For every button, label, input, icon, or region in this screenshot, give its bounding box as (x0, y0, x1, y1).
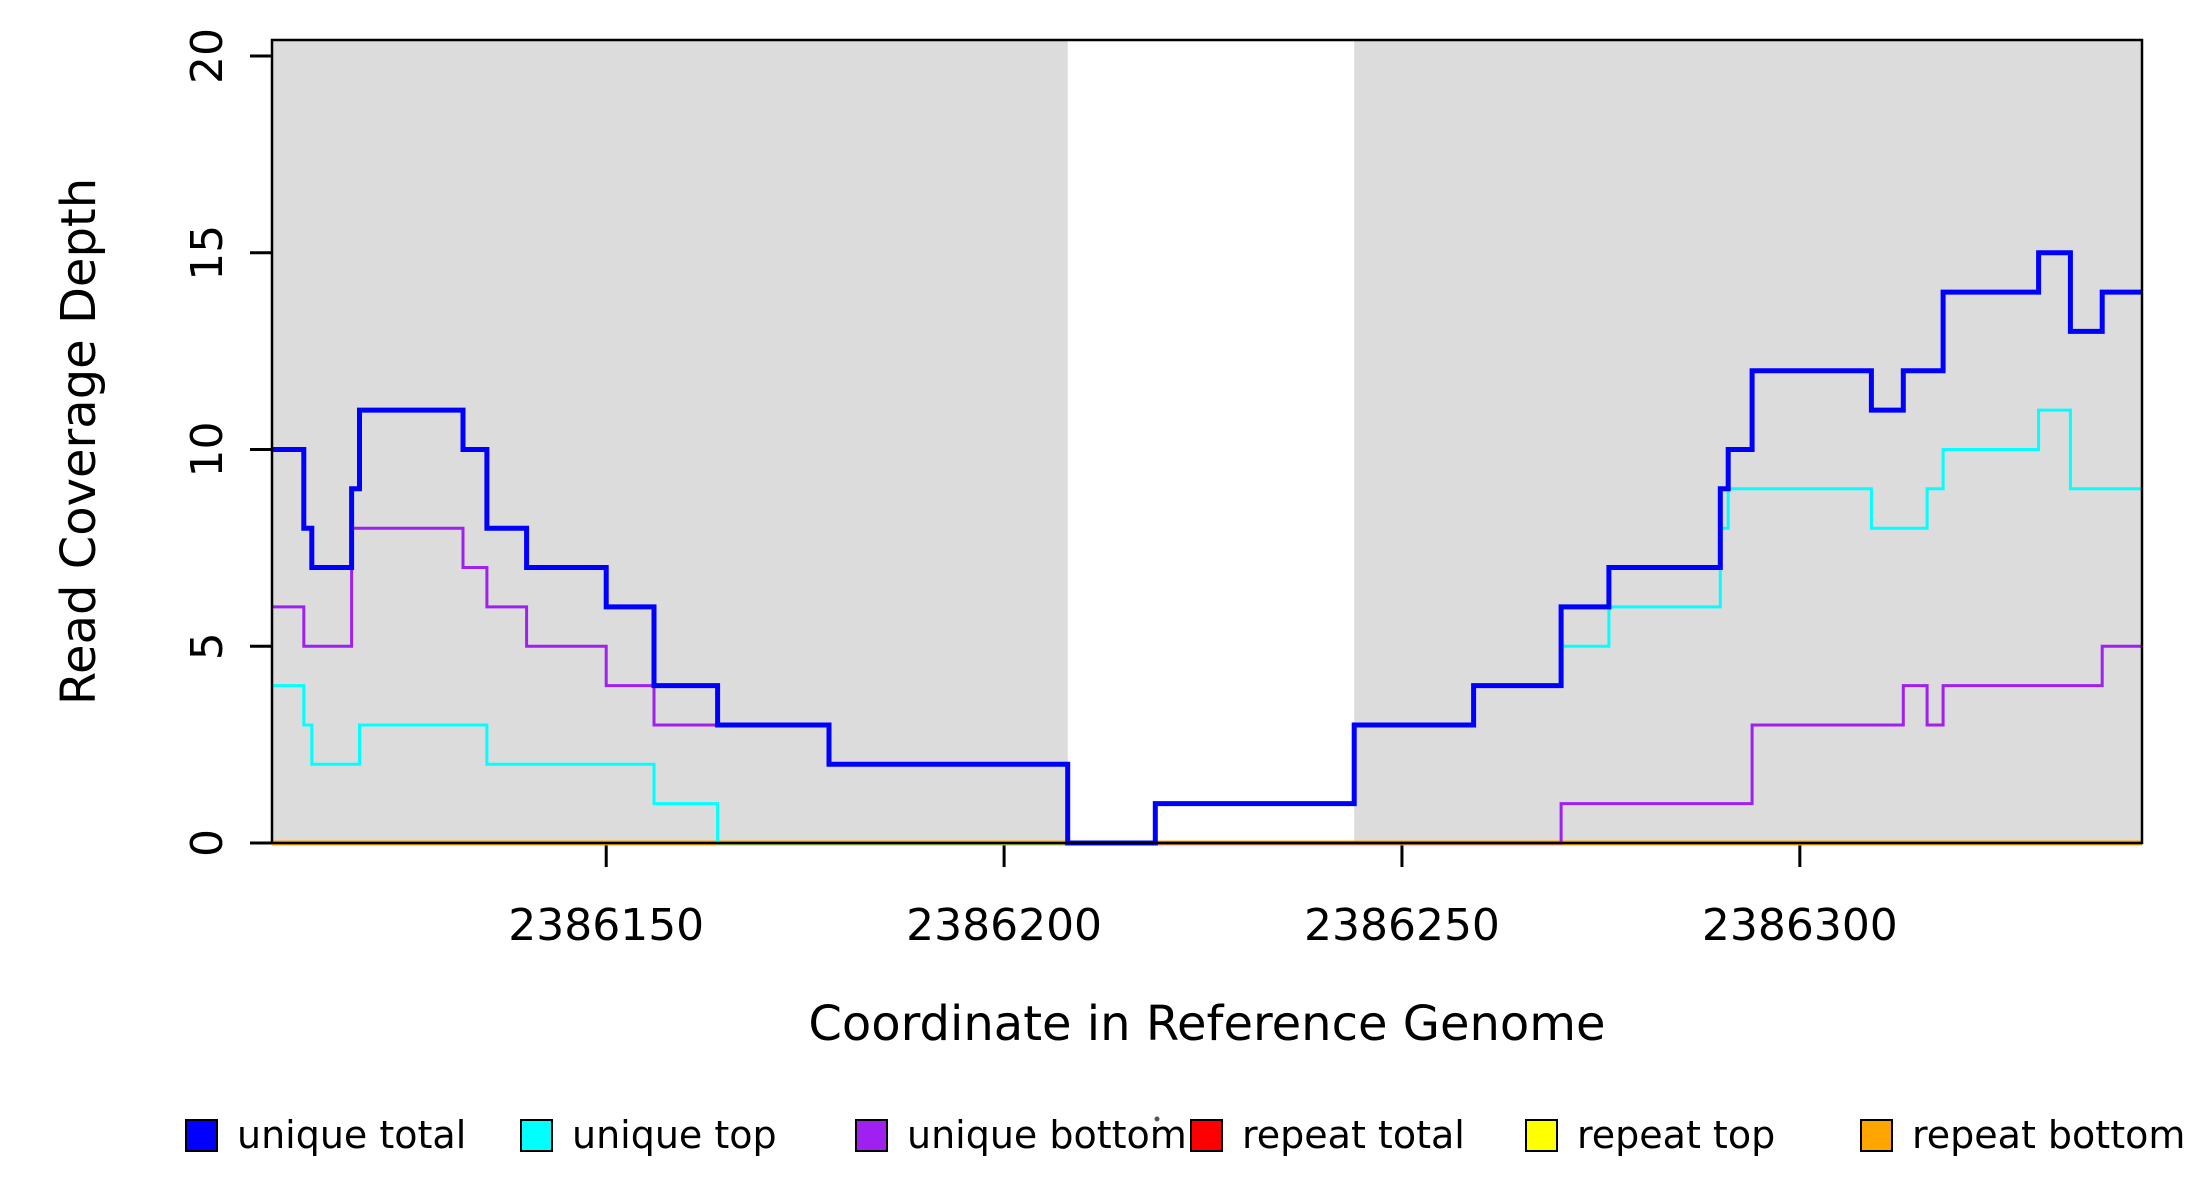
y-tick-label-15: 15 (182, 225, 233, 281)
x-tick-label-2386150: 2386150 (508, 900, 704, 951)
legend-item-repeat-total: repeat total (1190, 1113, 1465, 1157)
legend-item-unique-top: unique top (520, 1113, 777, 1157)
plot-box (270, 38, 2144, 845)
legend-label-unique-bottom: unique bottom (907, 1113, 1187, 1157)
legend-swatch-repeat-total (1190, 1119, 1223, 1152)
legend-label-unique-top: unique top (572, 1113, 777, 1157)
legend-swatch-unique-top (520, 1119, 553, 1152)
x-tick-label-2386300: 2386300 (1702, 900, 1898, 951)
series-line-unique-total (272, 250, 2142, 846)
legend-label-repeat-bottom: repeat bottom (1912, 1113, 2185, 1157)
legend-item-repeat-top: repeat top (1525, 1113, 1775, 1157)
legend-item-unique-total: unique total (185, 1113, 466, 1157)
legend-item-unique-bottom: unique bottom (855, 1113, 1187, 1157)
legend-label-unique-total: unique total (237, 1113, 466, 1157)
x-axis-title: Coordinate in Reference Genome (808, 996, 1605, 1052)
legend-swatch-repeat-bottom (1860, 1119, 1893, 1152)
legend-swatch-unique-bottom (855, 1119, 888, 1152)
x-tick-label-2386250: 2386250 (1304, 900, 1500, 951)
legend-label-repeat-top: repeat top (1577, 1113, 1775, 1157)
y-tick-label-10: 10 (182, 422, 233, 478)
legend-item-repeat-bottom: repeat bottom (1860, 1113, 2185, 1157)
legend-swatch-repeat-top (1525, 1119, 1558, 1152)
shaded-region-1 (272, 41, 1068, 842)
shaded-region-2 (1354, 41, 2142, 842)
y-axis-title: Read Coverage Depth (51, 178, 107, 705)
legend-label-repeat-total: repeat total (1242, 1113, 1465, 1157)
x-tick-label-2386200: 2386200 (906, 900, 1102, 951)
speck-artifact (1154, 1116, 1160, 1122)
y-tick-label-0: 0 (182, 829, 233, 857)
legend-swatch-unique-total (185, 1119, 218, 1152)
y-tick-label-5: 5 (182, 632, 233, 660)
y-tick-label-20: 20 (182, 28, 233, 84)
